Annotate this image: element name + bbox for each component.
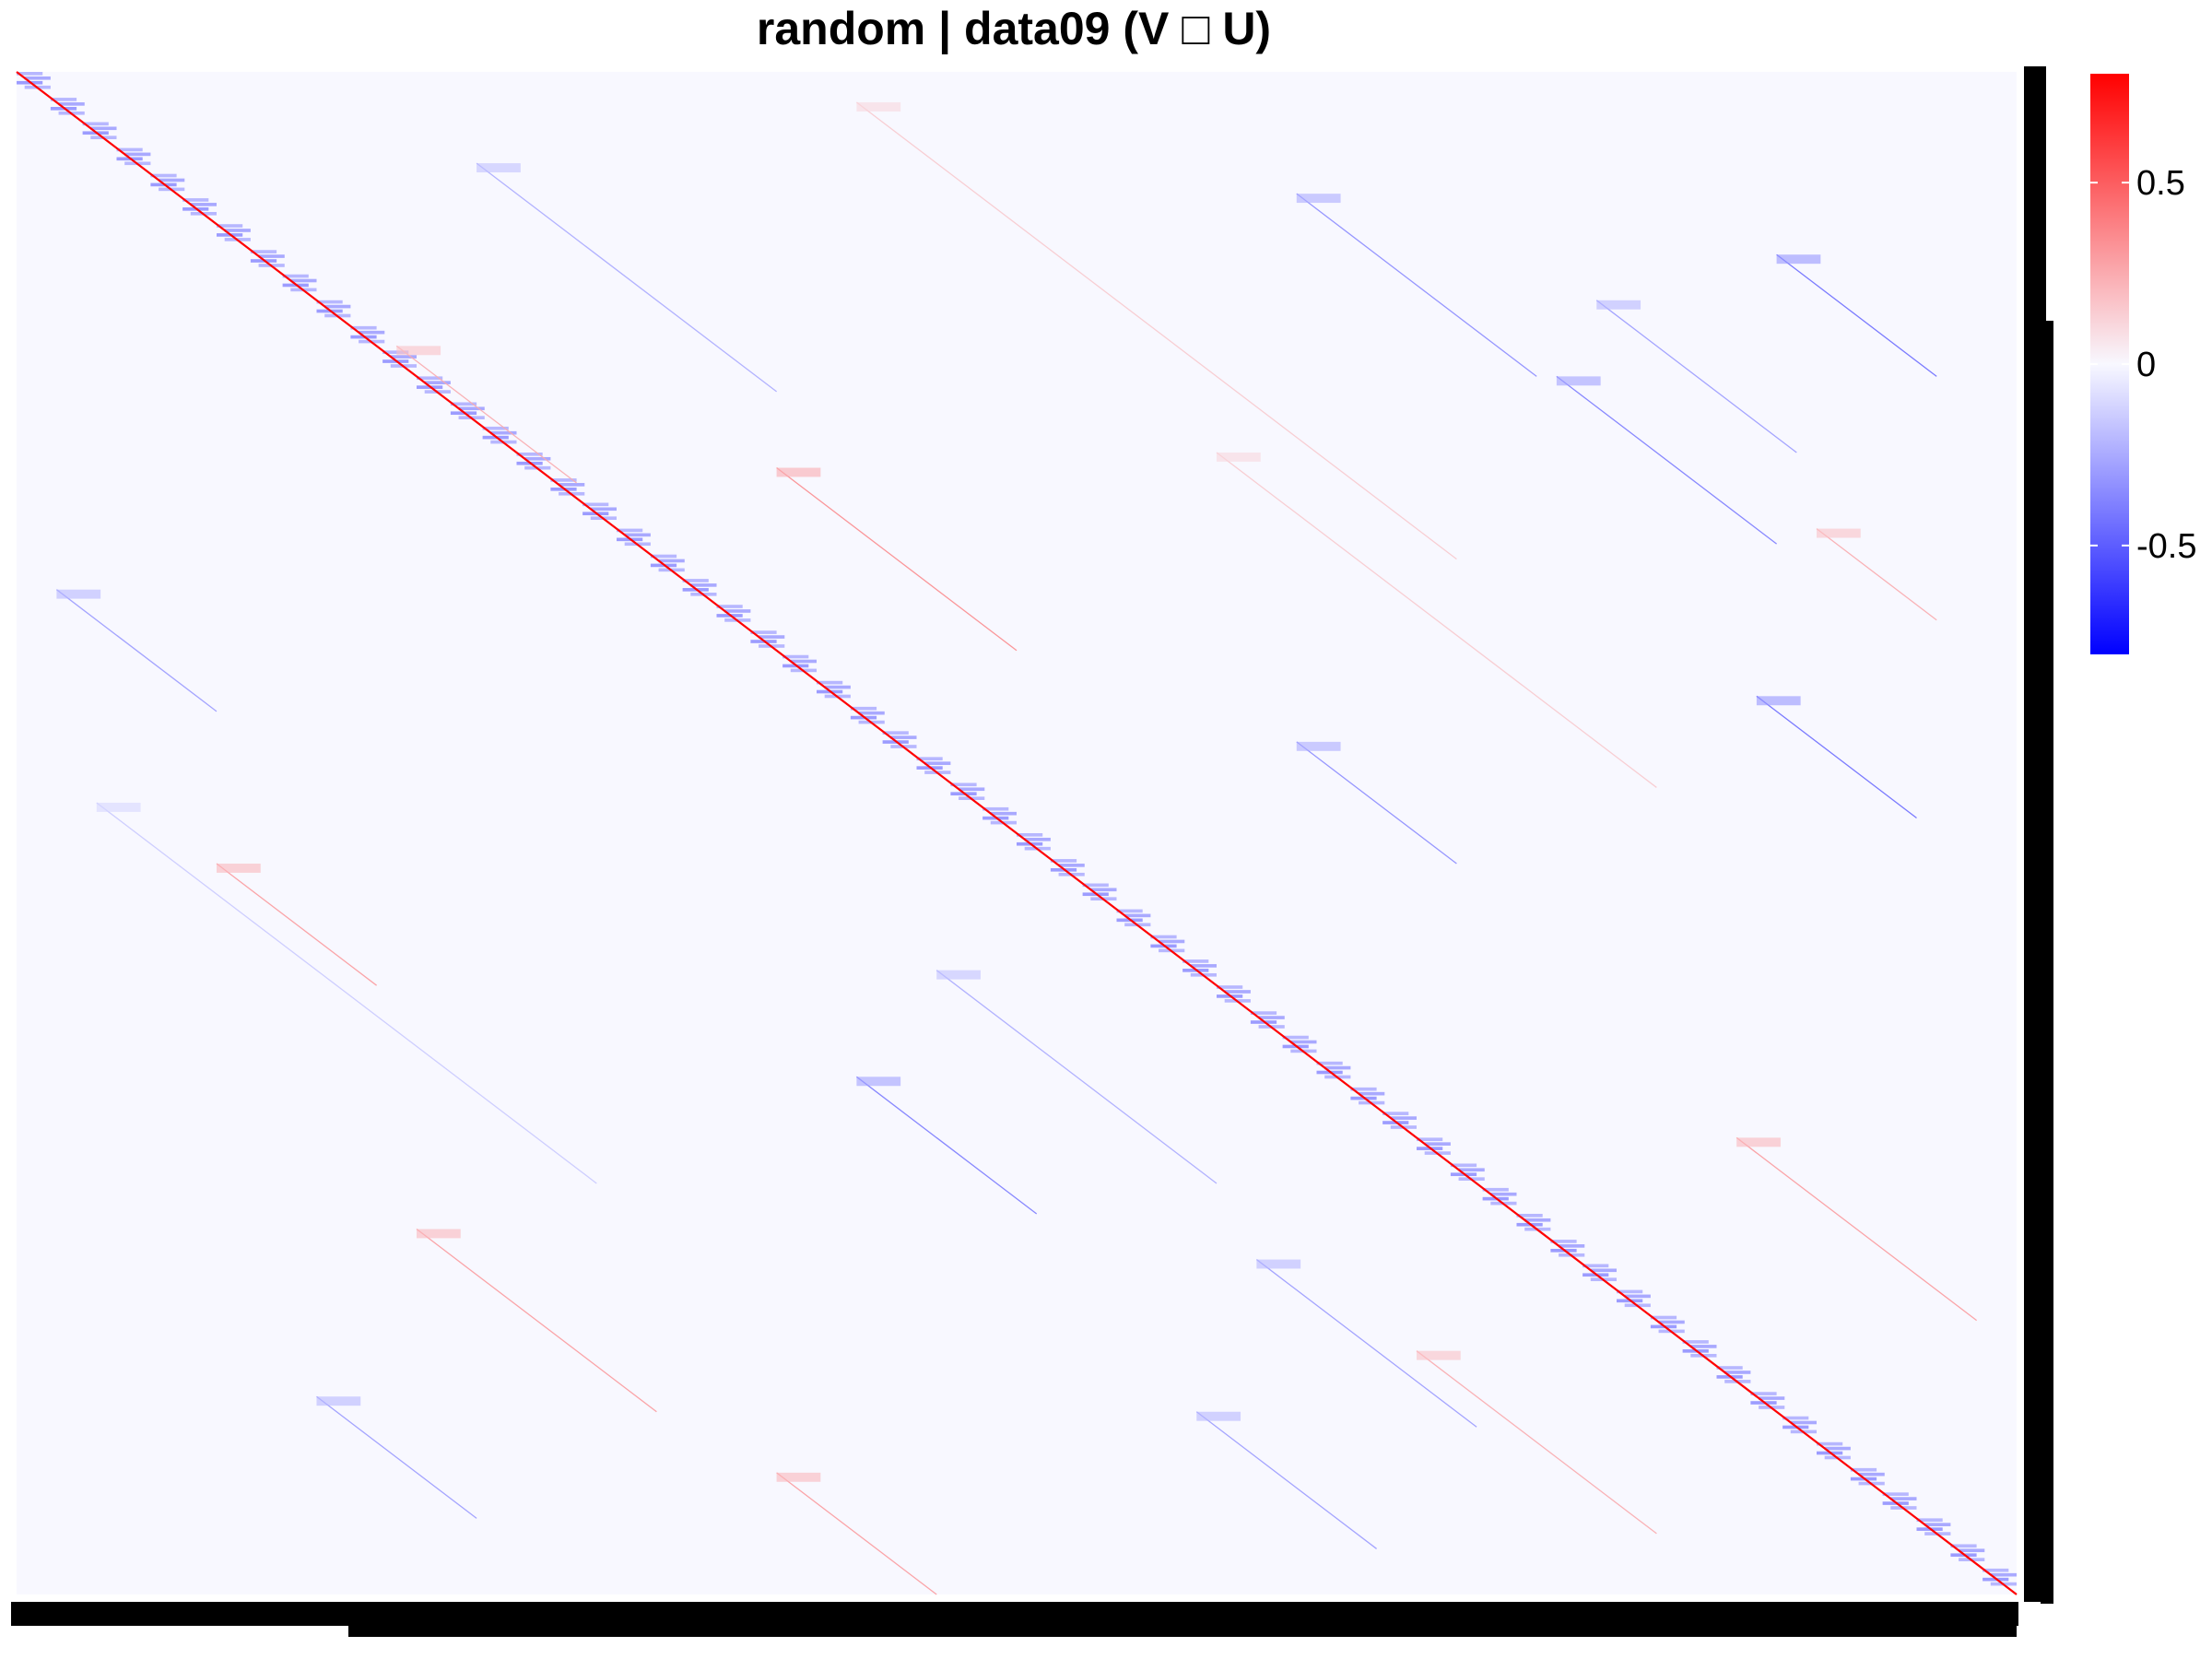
block-cell — [1859, 1473, 1885, 1477]
colorbar-tick-label: 0.5 — [2136, 164, 2185, 203]
block-cell — [559, 483, 584, 487]
block-cell — [1759, 1396, 1784, 1400]
block-cell — [1659, 1321, 1685, 1324]
block-cell — [1690, 1345, 1716, 1348]
block-cell — [359, 331, 384, 335]
block-cell — [1724, 1371, 1750, 1374]
block-cell — [1191, 964, 1217, 968]
streak-block — [1417, 1351, 1461, 1360]
streak-block — [417, 1230, 461, 1239]
block-cell — [1124, 914, 1150, 918]
streak-block — [217, 864, 261, 873]
block-cell — [859, 712, 885, 715]
block-cell — [1924, 1523, 1950, 1526]
x-tick-labels-band-2 — [348, 1622, 2017, 1637]
streak-block — [856, 1077, 900, 1086]
streak-block — [1757, 696, 1801, 705]
block-cell — [959, 787, 984, 791]
block-cell — [1225, 990, 1251, 994]
block-cell — [1991, 1573, 2017, 1577]
block-cell — [1959, 1548, 1984, 1552]
streak-block — [1777, 254, 1821, 264]
block-cell — [25, 76, 51, 80]
block-cell — [1591, 1268, 1617, 1272]
block-cell — [1791, 1421, 1817, 1425]
block-cell — [1259, 1016, 1285, 1019]
block-cell — [1490, 1193, 1516, 1196]
block-cell — [1425, 1142, 1451, 1146]
block-cell — [59, 102, 85, 106]
y-tick-labels-band-2 — [2041, 321, 2053, 1604]
streak-block — [317, 1396, 361, 1406]
colorbar-legend: 0.5 0 -0.5 — [2090, 74, 2196, 654]
colorbar-tick-label: -0.5 — [2136, 527, 2196, 566]
block-cell — [825, 686, 851, 689]
block-cell — [290, 279, 316, 283]
colorbar-tick-label: 0 — [2136, 346, 2156, 384]
block-cell — [1825, 1447, 1851, 1451]
block-cell — [991, 812, 1017, 816]
block-cell — [1524, 1218, 1550, 1222]
block-cell — [90, 126, 116, 130]
streak-block — [97, 803, 141, 812]
block-cell — [324, 305, 350, 309]
block-cell — [159, 179, 184, 182]
block-cell — [1459, 1168, 1485, 1171]
block-cell — [259, 254, 285, 258]
block-cell — [1090, 888, 1116, 891]
block-cell — [1359, 1092, 1384, 1096]
block-cell — [1324, 1066, 1350, 1070]
block-cell — [1025, 838, 1051, 841]
block-cell — [1159, 940, 1184, 944]
streak-block — [396, 346, 441, 355]
heatmap-plot-area — [17, 72, 2017, 1594]
block-cell — [724, 609, 750, 613]
block-cell — [791, 660, 817, 664]
block-cell — [191, 203, 217, 206]
streak-block — [856, 102, 900, 112]
block-cell — [625, 534, 651, 537]
streak-block — [56, 590, 100, 599]
block-cell — [591, 507, 617, 511]
block-cell — [659, 559, 685, 563]
block-cell — [759, 635, 784, 639]
block-cell — [924, 761, 950, 765]
block-cell — [124, 153, 150, 157]
streak-block — [936, 971, 981, 980]
block-cell — [890, 735, 916, 739]
streak-block — [1297, 194, 1341, 203]
block-cell — [1290, 1041, 1316, 1044]
streak-block — [1256, 1260, 1300, 1269]
streak-block — [477, 163, 521, 172]
block-cell — [225, 229, 251, 232]
streak-block — [1596, 300, 1641, 310]
block-cell — [1625, 1295, 1651, 1299]
streak-block — [777, 468, 821, 477]
streak-block — [777, 1473, 821, 1482]
streak-block — [1557, 376, 1601, 385]
block-cell — [1391, 1116, 1417, 1120]
block-cell — [1059, 864, 1085, 867]
streak-block — [1736, 1137, 1781, 1147]
block-cell — [690, 583, 716, 587]
block-cell — [1890, 1497, 1916, 1500]
block-cell — [1559, 1244, 1584, 1248]
streak-block — [1217, 453, 1261, 462]
streak-block — [1817, 529, 1861, 538]
streak-block — [1196, 1412, 1241, 1421]
streak-block — [1297, 742, 1341, 751]
